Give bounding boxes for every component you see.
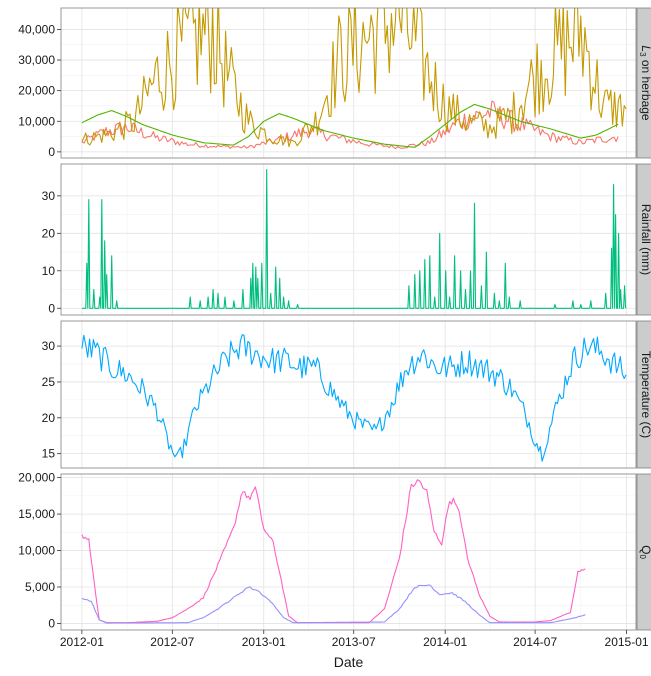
y-tick-label: 30 [42, 339, 56, 353]
y-tick-label: 10,000 [18, 544, 55, 558]
facet-strip [636, 163, 651, 316]
y-tick-label: 20 [42, 226, 56, 240]
y-tick-label: 5,000 [25, 580, 55, 594]
facet-strip-label: Q0 [639, 545, 651, 559]
facet-strip [636, 473, 651, 631]
panel-border [60, 320, 637, 469]
x-axis: 2012-01 2012-07 2013-01 2013-07 2014-01 2014-… [60, 630, 649, 670]
facet-strip-label: Rainfall (mm) [639, 204, 651, 275]
x-tick-label: 2014-07 [513, 635, 557, 649]
facet-strip-label: Temperature (C) [639, 351, 651, 438]
panel-background [61, 164, 636, 315]
panel-data [81, 334, 627, 462]
series-line [81, 103, 619, 148]
facet-strip [636, 320, 651, 469]
y-tick-label: 0 [48, 301, 55, 315]
panel-background [61, 474, 636, 630]
panel-border [60, 473, 637, 631]
panel-background [61, 321, 636, 468]
y-tick-label: 0 [48, 145, 55, 159]
x-tick-label: 2014-01 [423, 635, 467, 649]
panel-1: 0 10,000 20,000 30,000 40,000 L3 on herbage [18, 7, 651, 159]
y-tick-label: 20,000 [18, 84, 55, 98]
y-tick-label: 40,000 [18, 22, 55, 36]
panel-border [60, 7, 637, 159]
y-tick-label: 25 [42, 375, 56, 389]
series-line [81, 169, 627, 309]
y-tick-label: 15 [42, 447, 56, 461]
y-tick-label: 30,000 [18, 53, 55, 67]
panel-4: 0 5,000 10,000 15,000 20,000 Q0 [18, 471, 651, 631]
y-tick-label: 0 [48, 616, 55, 630]
panel-data [81, 479, 586, 624]
panel-2: 0 10 20 30 Rainfall (mm) [42, 163, 651, 316]
y-tick-label: 10 [42, 264, 56, 278]
y-tick-label: 15,000 [18, 507, 55, 521]
panel-3: 15 20 25 30 Temperature (C) [42, 320, 651, 469]
panel-data [81, 8, 627, 150]
series-line [81, 584, 586, 624]
panel-border [60, 163, 637, 316]
x-tick-label: 2012-07 [150, 635, 194, 649]
x-tick-label: 2012-01 [60, 635, 104, 649]
y-tick-label: 20,000 [18, 471, 55, 485]
x-tick-label: 2015-01 [605, 635, 649, 649]
series-line [81, 334, 627, 462]
y-tick-label: 30 [42, 189, 56, 203]
y-tick-label: 10,000 [18, 114, 55, 128]
facet-strip [636, 7, 651, 159]
x-axis-title: Date [334, 654, 364, 670]
y-tick-label: 20 [42, 411, 56, 425]
panel-data [81, 169, 627, 309]
facet-strip-label: L3 on herbage [639, 45, 651, 121]
x-tick-label: 2013-07 [332, 635, 376, 649]
x-tick-label: 2013-01 [242, 635, 286, 649]
series-line [81, 8, 627, 148]
